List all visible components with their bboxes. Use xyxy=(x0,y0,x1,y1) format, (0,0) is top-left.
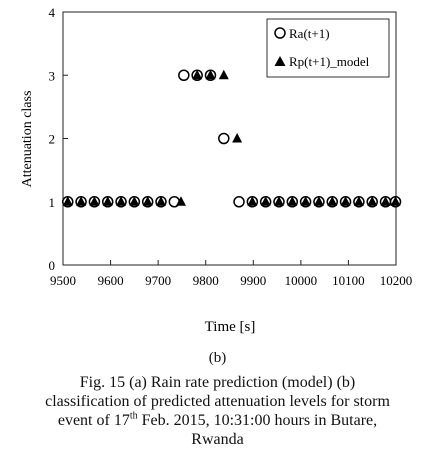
rp-model-point xyxy=(353,196,364,206)
rp-model-point xyxy=(340,196,351,206)
rp-model-point xyxy=(205,69,216,80)
y-tick-label: 2 xyxy=(49,132,56,147)
rp-model-point xyxy=(142,196,153,206)
rp-model-point xyxy=(218,69,229,80)
rp-model-point xyxy=(313,196,324,206)
legend-box xyxy=(266,18,390,78)
rp-model-point xyxy=(89,196,100,206)
rp-model-point xyxy=(260,196,271,206)
rp-model-point xyxy=(62,196,73,206)
figure-sublabel: (b) xyxy=(208,350,227,366)
ra-point xyxy=(233,196,245,208)
rp-model-point xyxy=(247,196,258,206)
rp-model-point xyxy=(102,196,113,206)
legend-filled-triangle-icon xyxy=(274,56,286,66)
rp-model-point xyxy=(380,196,391,206)
y-tick-label: 0 xyxy=(49,258,56,273)
legend-label-rp: Rp(t+1)_model xyxy=(289,54,370,69)
rp-model-point xyxy=(155,196,166,206)
rp-model-point xyxy=(327,196,338,206)
x-tick-label: 9600 xyxy=(98,273,124,288)
y-axis-label: Attenuation class xyxy=(20,91,35,188)
caption-superscript: th xyxy=(129,410,138,422)
ra-point xyxy=(178,69,190,81)
rp-model-point xyxy=(116,196,127,206)
legend-label-ra: Ra(t+1) xyxy=(289,26,330,41)
rp-model-point xyxy=(273,196,284,206)
y-tick-label: 1 xyxy=(49,195,56,210)
x-axis-label: Time [s] xyxy=(205,319,256,335)
rp-model-point xyxy=(232,133,243,143)
rp-model-point xyxy=(300,196,311,206)
rp-model-point xyxy=(129,196,140,206)
scatter-chart: 0 1 2 3 4 9500 9600 9700 9800 9900 10000 10100 1020… xyxy=(20,5,412,335)
x-tick-label: 10200 xyxy=(380,273,413,288)
x-axis-ticks: 9500 9600 9700 9800 9900 10000 10100 10200 xyxy=(50,260,412,288)
rp-model-point xyxy=(367,196,378,206)
rp-model-point xyxy=(287,196,298,206)
caption-line-3-end: Feb. 2015, 10:31:00 hours in Butare, xyxy=(137,412,378,429)
y-tick-label: 3 xyxy=(49,68,56,83)
figure-caption: Fig. 15 (a) Rain rate prediction (model)… xyxy=(4,373,431,449)
rp-model-point xyxy=(76,196,87,206)
caption-line-1: Fig. 15 (a) Rain rate prediction (model)… xyxy=(79,374,356,391)
rp-model-point xyxy=(192,69,203,80)
rp-model-point xyxy=(390,196,401,206)
caption-line-3-start: event of 17 xyxy=(57,412,130,429)
rp-model-point xyxy=(175,196,186,206)
caption-line-4: Rwanda xyxy=(191,431,244,448)
y-tick-label: 4 xyxy=(49,5,56,20)
caption-line-2: classification of predicted attenuation … xyxy=(45,393,390,410)
caption-line-3: event of 17th Feb. 2015, 10:31:00 hours … xyxy=(4,411,431,430)
legend: Ra(t+1) Rp(t+1)_model xyxy=(266,18,390,78)
x-tick-label: 9700 xyxy=(145,273,171,288)
x-tick-label: 10100 xyxy=(332,273,365,288)
legend-open-circle-icon xyxy=(274,27,286,39)
x-tick-label: 9900 xyxy=(240,273,266,288)
x-tick-label: 9800 xyxy=(193,273,219,288)
x-tick-label: 9500 xyxy=(50,273,76,288)
ra-point xyxy=(218,132,230,145)
data-points xyxy=(62,69,402,208)
y-axis-ticks: 0 1 2 3 4 xyxy=(49,5,68,273)
x-tick-label: 10000 xyxy=(285,273,318,288)
